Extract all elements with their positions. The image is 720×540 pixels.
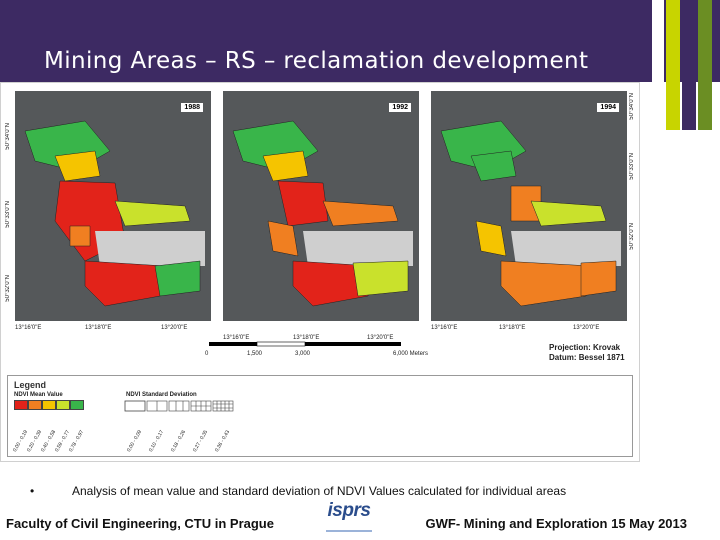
accent-stripe-green <box>698 0 712 130</box>
legend-title: Legend <box>14 380 47 390</box>
scale-tick-label: 1,500 <box>247 351 263 357</box>
bullet-text: Analysis of mean value and standard devi… <box>72 484 567 498</box>
accent-stripe-yellow <box>666 0 680 130</box>
latitude-label: 50°32'0"N <box>629 223 635 250</box>
map-year-label: 1988 <box>181 103 203 112</box>
datum-line: Datum: Bessel 1871 <box>549 353 625 362</box>
legend-mean-swatch-4 <box>56 400 70 410</box>
longitude-label: 13°20'0"E <box>161 325 188 331</box>
legend-std-tick: 0,10 - 0,17 <box>148 429 166 453</box>
longitude-label: 13°20'0"E <box>573 325 600 331</box>
accent-stripe-white <box>652 0 664 130</box>
map-year-label: 1992 <box>389 103 411 112</box>
scale-tick-label: 6,000 Meters <box>393 351 429 357</box>
footer-event: GWF- Mining and Exploration 15 May 2013 <box>425 516 688 531</box>
map-year-label: 1994 <box>597 103 619 112</box>
longitude-label: 13°16'0"E <box>431 325 458 331</box>
longitude-label: 13°18'0"E <box>85 325 112 331</box>
map-graphic <box>223 91 419 321</box>
scale-tick-label: 3,000 <box>295 351 311 357</box>
title-bar: Mining Areas – RS – reclamation developm… <box>0 0 720 82</box>
map-graphic <box>15 91 211 321</box>
slide-title: Mining Areas – RS – reclamation developm… <box>44 48 589 74</box>
projection-info: Projection: Krovak Datum: Bessel 1871 <box>549 343 625 363</box>
longitude-label: 13°18'0"E <box>499 325 526 331</box>
longitude-label: 13°16'0"E <box>15 325 42 331</box>
latitude-label: 50°33'0"N <box>629 153 635 180</box>
map-panel-2: 1992 <box>223 91 419 321</box>
accent-stripe-purple <box>682 0 696 130</box>
latitude-label: 50°34'0"N <box>629 93 635 120</box>
legend-std-tick: 0,27 - 0,35 <box>192 429 210 453</box>
latitude-label: 50°34'0"N <box>5 123 11 150</box>
map-graphic <box>431 91 627 321</box>
logo-underline <box>326 530 372 532</box>
map-legend: Legend NDVI Mean Value NDVI Standard Dev… <box>7 375 633 457</box>
longitude-label: 13°20'0"E <box>367 335 394 341</box>
footer-institution: Faculty of Civil Engineering, CTU in Pra… <box>6 516 274 531</box>
scale-bar <box>209 341 401 347</box>
logo-text: isprs <box>327 500 371 521</box>
map-panel-3: 1994 <box>431 91 627 321</box>
legend-std-tick: 0,18 - 0,26 <box>170 429 188 453</box>
map-panel-1: 1988 <box>15 91 211 321</box>
bullet-symbol: • <box>30 484 35 498</box>
projection-line: Projection: Krovak <box>549 343 621 352</box>
scale-tick-label: 0 <box>205 351 209 357</box>
legend-std-title: NDVI Standard Deviation <box>126 392 197 398</box>
legend-std-swatches <box>124 400 234 412</box>
isprs-logo: isprs <box>322 500 376 540</box>
ndvi-figure: 1988 1992 1994 50°34'0" <box>0 82 640 462</box>
legend-std-tick: 0,36 - 0,43 <box>214 429 232 453</box>
legend-mean-swatch-2 <box>28 400 42 410</box>
legend-mean-swatch-3 <box>42 400 56 410</box>
legend-mean-swatch-1 <box>14 400 28 410</box>
longitude-label: 13°18'0"E <box>293 335 320 341</box>
longitude-label: 13°16'0"E <box>223 335 250 341</box>
legend-std-tick: 0,00 - 0,09 <box>126 429 144 453</box>
legend-mean-title: NDVI Mean Value <box>14 392 63 398</box>
latitude-label: 50°33'0"N <box>5 201 11 228</box>
legend-mean-swatch-5 <box>70 400 84 410</box>
latitude-label: 50°32'0"N <box>5 275 11 302</box>
